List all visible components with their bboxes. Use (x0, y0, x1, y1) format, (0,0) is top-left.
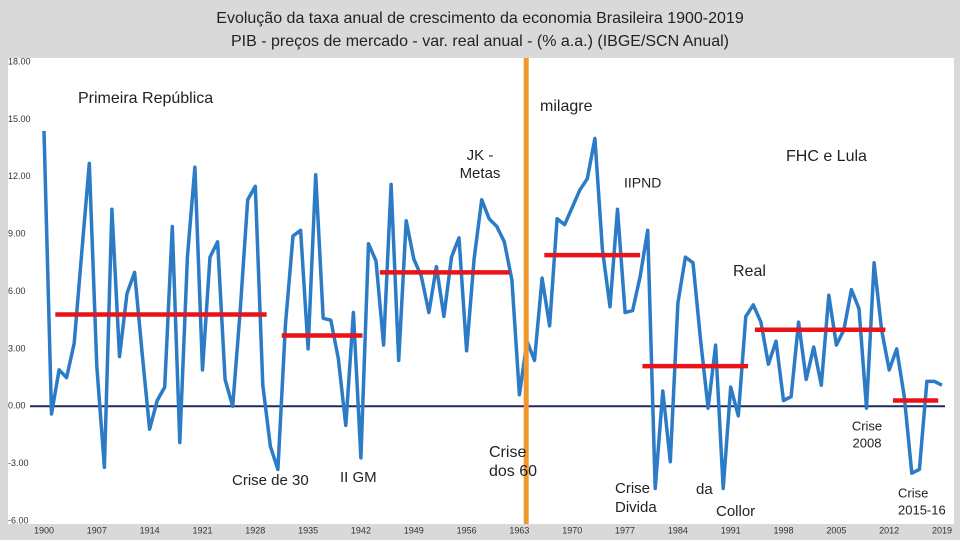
annotation: da (696, 481, 713, 498)
y-tick-label: 9.00 (8, 229, 26, 239)
x-tick-label: 1970 (562, 525, 582, 535)
chart-subtitle: PIB - preços de mercado - var. real anua… (231, 33, 729, 50)
x-tick-label: 1956 (457, 525, 477, 535)
annotation: milagre (540, 98, 593, 115)
annotation: 2015-16 (898, 502, 946, 517)
x-tick-label: 1984 (668, 525, 688, 535)
annotation: Crise (898, 485, 928, 500)
x-tick-label: 1921 (192, 525, 212, 535)
y-tick-label: -6.00 (8, 515, 29, 525)
x-tick-label: 1942 (351, 525, 371, 535)
y-tick-label: 0.00 (8, 401, 26, 411)
plot-background (8, 58, 954, 524)
x-tick-label: 2019 (932, 525, 952, 535)
x-tick-label: 1928 (245, 525, 265, 535)
annotation: Crise (852, 418, 882, 433)
annotation: IIPND (624, 175, 661, 191)
y-tick-label: 12.00 (8, 171, 31, 181)
annotation: Crise (489, 444, 526, 461)
annotation: Crise de 30 (232, 472, 309, 489)
chart-title: Evolução da taxa anual de crescimento da… (216, 10, 744, 27)
x-tick-label: 1907 (87, 525, 107, 535)
y-tick-label: 18.00 (8, 56, 31, 66)
annotation: dos 60 (489, 463, 537, 480)
x-tick-label: 2005 (826, 525, 846, 535)
annotation: Collor (716, 503, 755, 520)
annotation: Primeira República (78, 90, 213, 107)
x-tick-label: 1935 (298, 525, 318, 535)
annotation: II GM (340, 469, 377, 486)
annotation: JK - (467, 147, 494, 164)
x-tick-label: 1900 (34, 525, 54, 535)
data-line (42, 130, 943, 491)
x-tick-label: 2012 (879, 525, 899, 535)
x-tick-label: 1914 (140, 525, 160, 535)
y-tick-label: -3.00 (8, 458, 29, 468)
annotation: Real (733, 263, 766, 280)
annotation: Crise (615, 480, 650, 497)
y-tick-label: 15.00 (8, 114, 31, 124)
annotation: FHC e Lula (786, 148, 867, 165)
y-tick-label: 3.00 (8, 343, 26, 353)
x-tick-label: 1998 (774, 525, 794, 535)
y-tick-label: 6.00 (8, 286, 26, 296)
annotation: 2008 (853, 435, 882, 450)
x-tick-label: 1977 (615, 525, 635, 535)
annotation: Metas (460, 165, 501, 182)
x-tick-label: 1963 (509, 525, 529, 535)
x-tick-label: 1949 (404, 525, 424, 535)
annotation: Divida (615, 499, 657, 516)
x-tick-label: 1991 (721, 525, 741, 535)
